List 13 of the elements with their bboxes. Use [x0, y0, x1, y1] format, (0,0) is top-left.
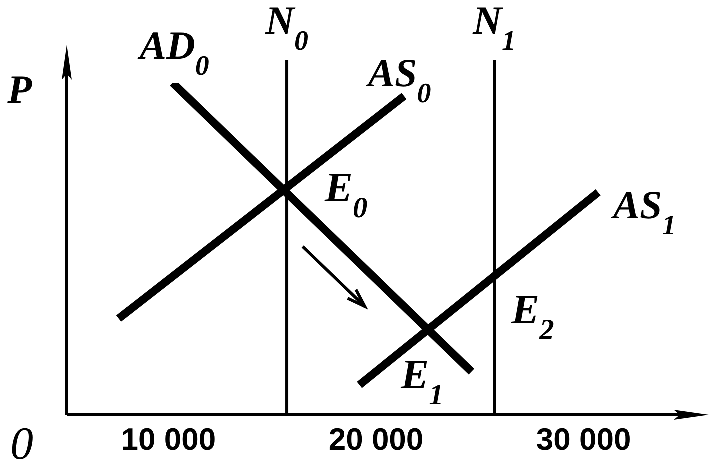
- x-tick-label: 30 000: [536, 422, 632, 458]
- series-label: AS$_{1}$: [610, 182, 676, 242]
- text: 0: [10, 418, 34, 466]
- x-tick-label: 20 000: [328, 422, 424, 458]
- series-label: AS$_{0}$: [365, 50, 432, 109]
- annotation: E$_{0}$: [324, 166, 368, 225]
- annotation: E$_{2}$: [510, 288, 555, 347]
- ref-line-label: N$_{1}$: [472, 0, 516, 56]
- legend-label: AD$_{0}$: [136, 23, 210, 82]
- x-tick-label: 10 000: [121, 422, 216, 458]
- y-axis-title: P: [6, 67, 33, 112]
- ref-line-label: N$_{0}$: [264, 0, 308, 56]
- annotation: E$_{1}$: [400, 352, 444, 412]
